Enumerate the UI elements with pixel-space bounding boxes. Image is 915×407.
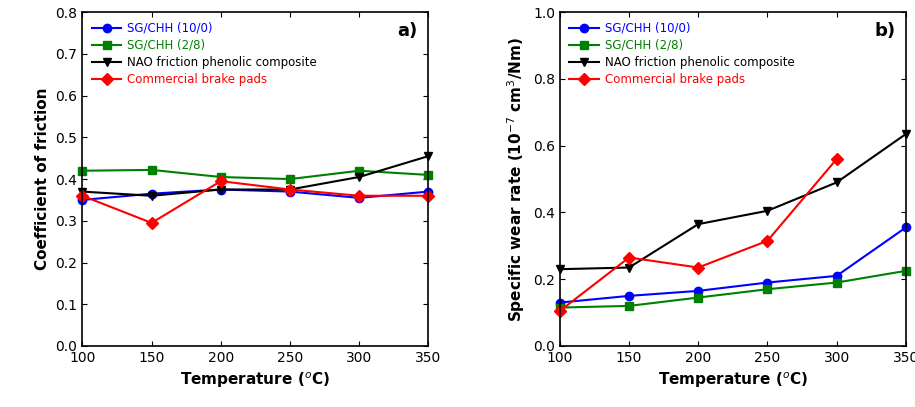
SG/CHH (2/8) <box>354 168 365 173</box>
Line: Commercial brake pads: Commercial brake pads <box>78 177 433 227</box>
Commercial brake pads <box>354 193 365 198</box>
NAO friction phenolic composite <box>423 154 434 159</box>
NAO friction phenolic composite <box>146 193 157 198</box>
Commercial brake pads <box>831 157 842 162</box>
SG/CHH (10/0) <box>900 225 911 230</box>
SG/CHH (2/8) <box>762 287 773 292</box>
Commercial brake pads <box>285 187 296 192</box>
NAO friction phenolic composite <box>215 187 226 192</box>
NAO friction phenolic composite <box>77 189 88 194</box>
Line: SG/CHH (10/0): SG/CHH (10/0) <box>78 185 433 204</box>
Y-axis label: Coefficient of friction: Coefficient of friction <box>35 88 50 270</box>
SG/CHH (10/0) <box>354 195 365 200</box>
SG/CHH (10/0) <box>762 280 773 285</box>
Legend: SG/CHH (10/0), SG/CHH (2/8), NAO friction phenolic composite, Commercial brake p: SG/CHH (10/0), SG/CHH (2/8), NAO frictio… <box>565 18 798 90</box>
Line: SG/CHH (2/8): SG/CHH (2/8) <box>555 267 910 312</box>
Text: a): a) <box>398 22 418 40</box>
NAO friction phenolic composite <box>554 267 565 271</box>
Commercial brake pads <box>623 255 634 260</box>
NAO friction phenolic composite <box>285 187 296 192</box>
SG/CHH (2/8) <box>623 304 634 309</box>
NAO friction phenolic composite <box>354 175 365 179</box>
X-axis label: Temperature ($^o$C): Temperature ($^o$C) <box>658 370 808 390</box>
NAO friction phenolic composite <box>762 208 773 213</box>
SG/CHH (10/0) <box>554 300 565 305</box>
NAO friction phenolic composite <box>623 265 634 270</box>
SG/CHH (2/8) <box>554 305 565 310</box>
SG/CHH (10/0) <box>693 289 704 293</box>
NAO friction phenolic composite <box>693 222 704 227</box>
SG/CHH (2/8) <box>285 177 296 182</box>
SG/CHH (10/0) <box>146 191 157 196</box>
SG/CHH (2/8) <box>831 280 842 285</box>
SG/CHH (2/8) <box>693 295 704 300</box>
SG/CHH (2/8) <box>77 168 88 173</box>
Commercial brake pads <box>77 193 88 198</box>
Commercial brake pads <box>554 309 565 313</box>
X-axis label: Temperature ($^o$C): Temperature ($^o$C) <box>180 370 330 390</box>
SG/CHH (10/0) <box>215 187 226 192</box>
Commercial brake pads <box>215 179 226 184</box>
SG/CHH (2/8) <box>423 173 434 177</box>
SG/CHH (10/0) <box>423 189 434 194</box>
Legend: SG/CHH (10/0), SG/CHH (2/8), NAO friction phenolic composite, Commercial brake p: SG/CHH (10/0), SG/CHH (2/8), NAO frictio… <box>88 18 320 90</box>
Commercial brake pads <box>146 221 157 225</box>
Line: NAO friction phenolic composite: NAO friction phenolic composite <box>555 130 910 274</box>
NAO friction phenolic composite <box>831 180 842 185</box>
Line: Commercial brake pads: Commercial brake pads <box>555 155 841 315</box>
NAO friction phenolic composite <box>900 131 911 136</box>
Line: NAO friction phenolic composite: NAO friction phenolic composite <box>78 152 433 200</box>
Y-axis label: Specific wear rate (10$^{-7}$ cm$^3$/Nm): Specific wear rate (10$^{-7}$ cm$^3$/Nm) <box>506 37 527 322</box>
Line: SG/CHH (10/0): SG/CHH (10/0) <box>555 223 910 307</box>
SG/CHH (2/8) <box>215 175 226 179</box>
Commercial brake pads <box>762 239 773 243</box>
SG/CHH (2/8) <box>900 269 911 274</box>
SG/CHH (10/0) <box>285 189 296 194</box>
SG/CHH (10/0) <box>623 293 634 298</box>
Commercial brake pads <box>423 193 434 198</box>
Text: b): b) <box>875 22 896 40</box>
Commercial brake pads <box>693 265 704 270</box>
SG/CHH (10/0) <box>831 274 842 278</box>
Line: SG/CHH (2/8): SG/CHH (2/8) <box>78 166 433 183</box>
SG/CHH (2/8) <box>146 167 157 172</box>
SG/CHH (10/0) <box>77 197 88 202</box>
